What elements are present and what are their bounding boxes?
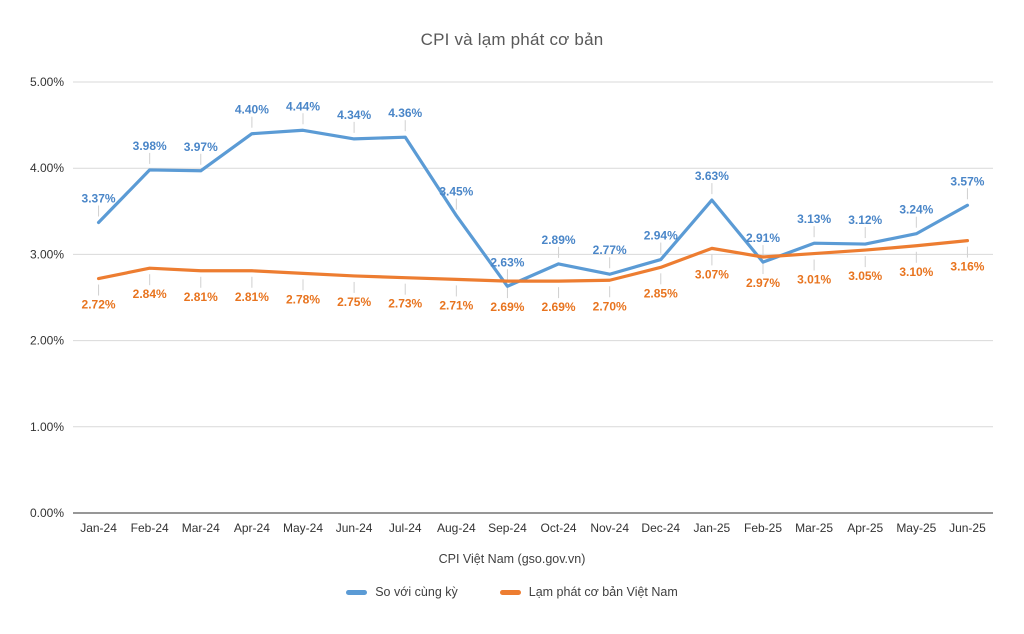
data-label: 3.37% — [82, 192, 116, 206]
x-tick-label: Oct-24 — [541, 521, 577, 535]
data-label: 3.12% — [848, 213, 882, 227]
data-label: 3.45% — [439, 185, 473, 199]
legend-label: Lạm phát cơ bản Việt Nam — [528, 585, 678, 599]
x-tick-label: Jan-24 — [80, 521, 117, 535]
data-label: 3.57% — [950, 174, 984, 188]
data-label: 2.70% — [593, 299, 627, 313]
series-line-1 — [96, 239, 970, 283]
y-tick-label: 3.00% — [30, 247, 64, 261]
x-tick-label: Jun-24 — [336, 521, 373, 535]
data-label: 3.16% — [950, 260, 984, 274]
data-label: 3.24% — [899, 203, 933, 217]
data-label: 2.73% — [388, 297, 422, 311]
x-tick-label: Feb-25 — [744, 521, 782, 535]
data-label: 3.05% — [848, 269, 882, 283]
x-tick-label: Jan-25 — [694, 521, 731, 535]
chart-title: CPI và lạm phát cơ bản — [420, 30, 604, 49]
x-tick-label: Feb-24 — [131, 521, 169, 535]
data-label: 3.07% — [695, 267, 729, 281]
data-label: 2.89% — [542, 233, 576, 247]
x-tick-label: May-25 — [896, 521, 936, 535]
y-tick-label: 1.00% — [30, 420, 64, 434]
data-label: 2.84% — [133, 287, 167, 301]
x-tick-label: Dec-24 — [641, 521, 680, 535]
data-label: 4.44% — [286, 99, 320, 113]
data-label: 2.94% — [644, 229, 678, 243]
x-tick-label: Apr-25 — [847, 521, 883, 535]
data-label: 2.81% — [235, 290, 269, 304]
series-swatch-orange — [499, 589, 521, 595]
data-label: 3.01% — [797, 273, 831, 287]
legend: So với cùng kỳ Lạm phát cơ bản Việt Nam — [0, 585, 1024, 599]
x-tick-label: Nov-24 — [590, 521, 629, 535]
x-tick-label: May-24 — [283, 521, 323, 535]
x-tick-label: Mar-25 — [795, 521, 833, 535]
data-label: 2.77% — [593, 243, 627, 257]
y-tick-label: 2.00% — [30, 334, 64, 348]
data-label: 3.10% — [899, 265, 933, 279]
data-label: 2.91% — [746, 231, 780, 245]
data-label: 3.13% — [797, 212, 831, 226]
data-label: 3.98% — [133, 139, 167, 153]
data-label: 3.63% — [695, 169, 729, 183]
x-tick-label: Jul-24 — [389, 521, 422, 535]
data-label: 4.40% — [235, 103, 269, 117]
legend-item-lam-phat-co-ban: Lạm phát cơ bản Việt Nam — [499, 585, 678, 599]
data-label: 2.78% — [286, 292, 320, 306]
x-tick-label: Apr-24 — [234, 521, 270, 535]
data-label: 4.34% — [337, 108, 371, 122]
legend-item-so-voi-cung-ky: So với cùng kỳ — [346, 585, 458, 599]
series-line-0 — [96, 128, 970, 288]
data-label: 2.63% — [490, 255, 524, 269]
data-label: 3.97% — [184, 140, 218, 154]
data-label: 2.85% — [644, 286, 678, 300]
y-tick-label: 4.00% — [30, 161, 64, 175]
data-label: 2.69% — [542, 300, 576, 314]
data-label: 2.75% — [337, 295, 371, 309]
data-label: 2.81% — [184, 290, 218, 304]
x-tick-label: Sep-24 — [488, 521, 527, 535]
y-tick-label: 0.00% — [30, 506, 64, 520]
series-swatch-blue — [346, 589, 368, 595]
data-label: 2.97% — [746, 276, 780, 290]
data-label: 2.72% — [82, 298, 116, 312]
y-tick-label: 5.00% — [30, 75, 64, 89]
x-tick-label: Aug-24 — [437, 521, 476, 535]
data-label: 2.71% — [439, 298, 473, 312]
x-tick-label: Jun-25 — [949, 521, 986, 535]
data-label: 2.69% — [490, 300, 524, 314]
legend-label: So với cùng kỳ — [375, 585, 458, 599]
x-axis-title: CPI Việt Nam (gso.gov.vn) — [438, 552, 586, 566]
data-label: 4.36% — [388, 106, 422, 120]
x-tick-label: Mar-24 — [182, 521, 220, 535]
